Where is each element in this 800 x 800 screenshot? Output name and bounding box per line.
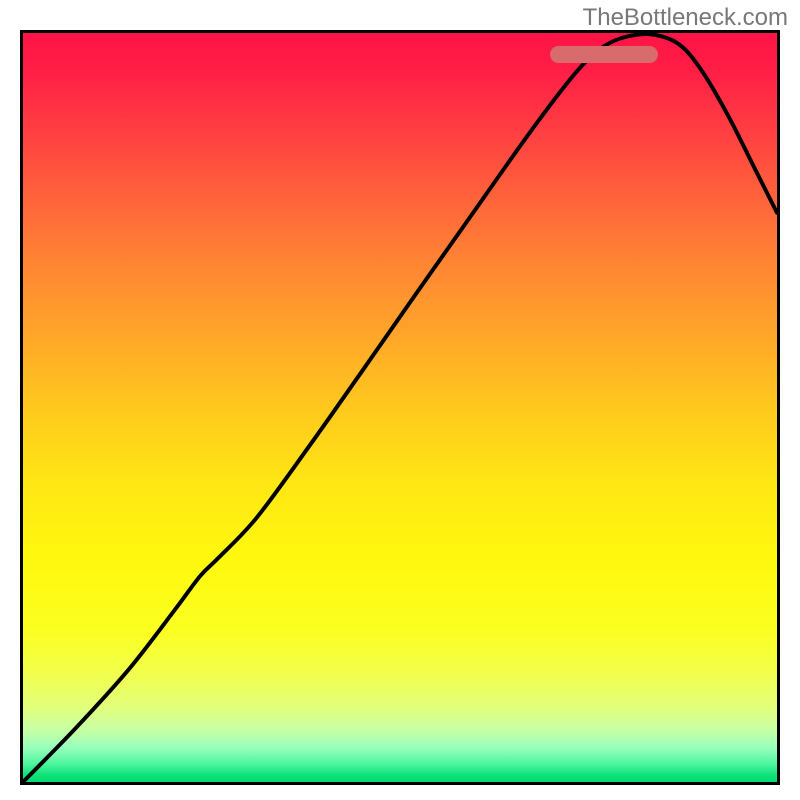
chart-frame xyxy=(20,30,780,785)
bottleneck-curve xyxy=(23,33,777,782)
watermark-text: TheBottleneck.com xyxy=(583,4,788,32)
optimal-range-marker xyxy=(550,46,658,63)
